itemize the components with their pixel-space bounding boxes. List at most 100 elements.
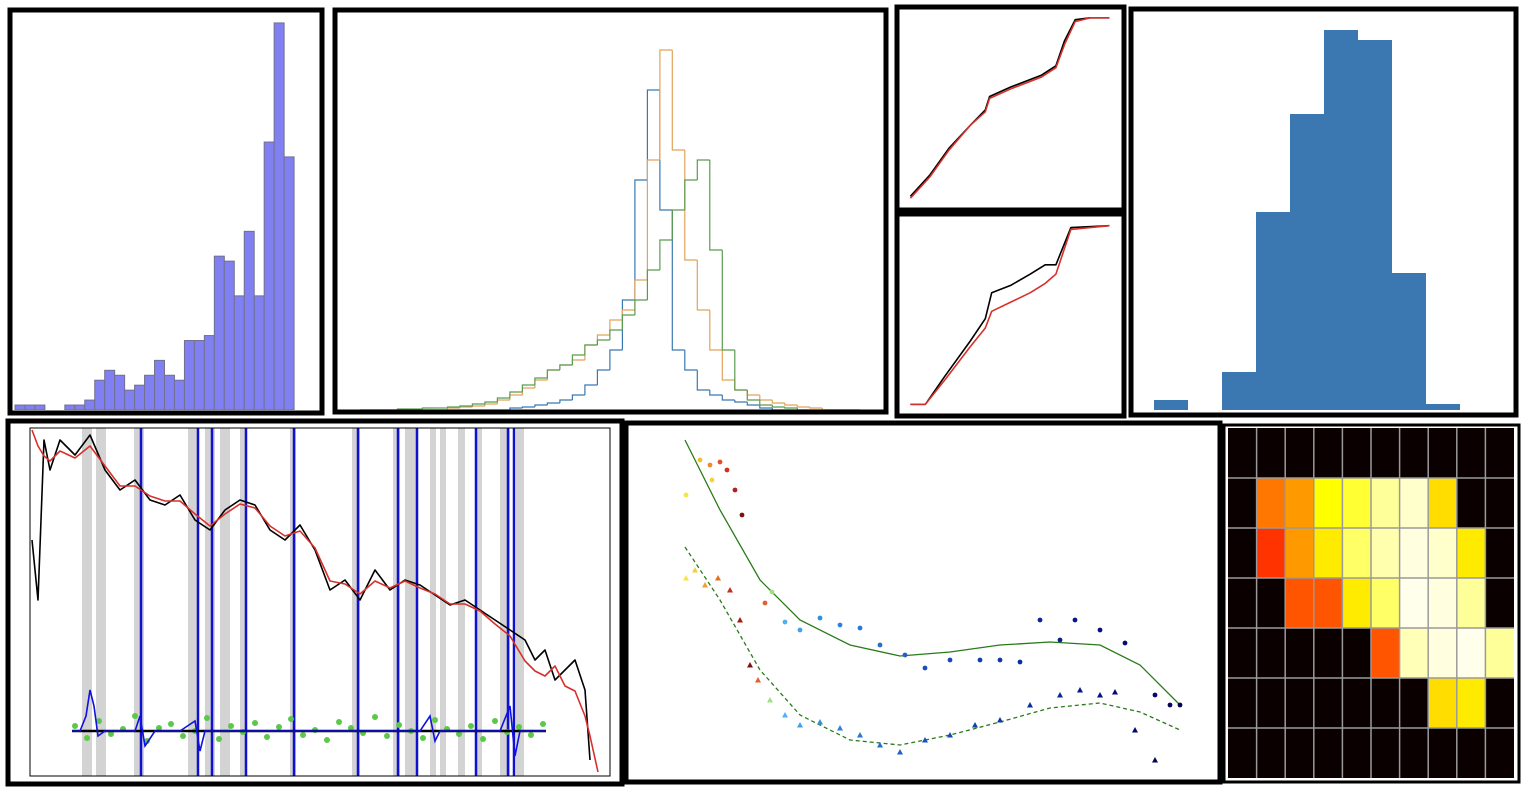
- heat-cell: [1313, 678, 1343, 729]
- triangle-point: [1152, 757, 1158, 763]
- bar: [124, 389, 136, 410]
- heat-cell: [1256, 428, 1286, 479]
- step: [734, 400, 748, 403]
- shaded-region: [516, 428, 524, 776]
- triangle-point: [922, 737, 928, 743]
- line: [909, 17, 1110, 199]
- step: [746, 390, 760, 401]
- plot-area: [31, 428, 599, 776]
- step: [609, 329, 623, 340]
- step: [709, 310, 723, 351]
- point: [300, 732, 306, 738]
- step: [421, 407, 435, 409]
- panel: [332, 7, 889, 415]
- point: [1057, 637, 1063, 643]
- point: [782, 619, 788, 625]
- heat-cell: [1399, 678, 1429, 729]
- step: [634, 279, 648, 310]
- heat-cell: [1342, 478, 1372, 529]
- heat-cell: [1428, 578, 1458, 629]
- step: [559, 364, 573, 370]
- bar: [243, 230, 255, 410]
- step: [534, 404, 548, 407]
- point: [997, 657, 1003, 663]
- bar: [154, 359, 166, 410]
- shaded-region: [440, 428, 446, 776]
- plot-area: [360, 49, 860, 410]
- point: [762, 600, 768, 606]
- heat-cell: [1485, 478, 1514, 529]
- heat-cell: [1342, 628, 1372, 679]
- bar: [134, 384, 146, 410]
- step: [796, 405, 810, 408]
- triangle-point: [683, 575, 689, 581]
- point: [252, 720, 258, 726]
- bar: [74, 404, 86, 410]
- step: [446, 406, 460, 408]
- heat-cell: [1371, 578, 1401, 629]
- triangle-point: [747, 662, 753, 668]
- triangle-point: [702, 582, 708, 588]
- shaded-region: [205, 428, 215, 776]
- step: [521, 387, 535, 395]
- bar: [24, 404, 36, 410]
- triangle-point: [947, 732, 953, 738]
- heat-cell: [1285, 628, 1315, 679]
- point: [1152, 692, 1158, 698]
- plot-area: [910, 224, 1110, 406]
- bar: [84, 399, 96, 410]
- step: [746, 402, 760, 406]
- bar: [1222, 372, 1256, 410]
- step: [734, 350, 748, 391]
- bar: [64, 404, 76, 410]
- heat-cell: [1428, 628, 1458, 679]
- heat-cell: [1313, 528, 1343, 579]
- triangle-point: [755, 677, 761, 683]
- heat-cell: [1485, 728, 1514, 778]
- bar: [144, 374, 156, 410]
- heat-cell: [1371, 428, 1401, 479]
- point: [432, 717, 438, 723]
- bar: [1290, 114, 1324, 410]
- step: [759, 405, 773, 409]
- heat-cell: [1399, 628, 1429, 679]
- point: [683, 492, 689, 498]
- point: [456, 731, 462, 737]
- panel: [894, 4, 1127, 213]
- shaded-region: [188, 428, 198, 776]
- bar: [213, 255, 225, 410]
- heat-cell: [1228, 478, 1258, 529]
- heat-cell: [1256, 528, 1286, 579]
- triangle-point: [897, 749, 903, 755]
- heat-cell: [1485, 578, 1514, 629]
- point: [396, 722, 402, 728]
- step: [546, 402, 560, 405]
- panel-frame: [894, 4, 1127, 213]
- heat-cell: [1342, 578, 1372, 629]
- heat-cell: [1371, 478, 1401, 529]
- bar: [173, 379, 185, 410]
- heat-cell: [1428, 728, 1458, 778]
- line: [31, 434, 591, 761]
- triangle-point: [877, 742, 883, 748]
- triangle-point: [737, 617, 743, 623]
- panel: [5, 418, 625, 787]
- step: [471, 405, 485, 407]
- point: [132, 713, 138, 719]
- point: [1037, 617, 1043, 623]
- point: [108, 731, 114, 737]
- point: [84, 735, 90, 741]
- point: [837, 622, 843, 628]
- point: [1177, 702, 1183, 708]
- panel-frame: [1128, 6, 1519, 418]
- point: [264, 734, 270, 740]
- shaded-region: [134, 428, 144, 776]
- point: [717, 459, 723, 465]
- step: [784, 403, 798, 406]
- point: [348, 725, 354, 731]
- point: [724, 467, 730, 473]
- step: [684, 179, 698, 210]
- point: [288, 716, 294, 722]
- triangle-point: [837, 725, 843, 731]
